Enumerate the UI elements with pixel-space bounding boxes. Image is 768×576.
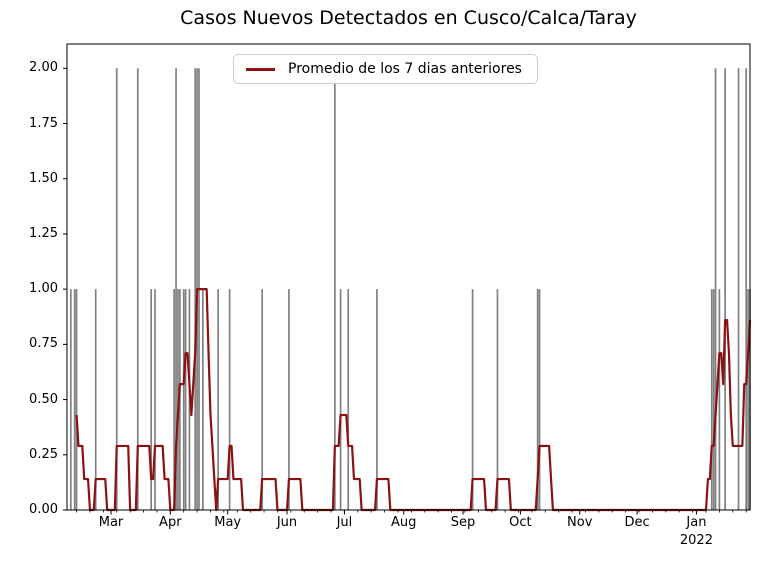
x-tick-label: Oct (509, 515, 532, 530)
legend-line-swatch (246, 67, 275, 71)
y-tick-label: 1.00 (29, 281, 58, 297)
y-tick-label: 1.25 (29, 225, 58, 241)
legend: Promedio de los 7 dias anteriores (233, 54, 538, 84)
x-tick-label: Jul (336, 515, 353, 530)
x-tick-label: Aug (391, 515, 417, 530)
y-tick-label: 0.75 (29, 336, 58, 352)
x-axis-year-label: 2022 (679, 533, 713, 548)
x-tick-label: May (214, 515, 242, 530)
y-tick-label: 1.75 (29, 115, 58, 131)
x-tick-label: Sep (450, 515, 476, 530)
x-tick-label: Apr (159, 515, 182, 530)
legend-label: Promedio de los 7 dias anteriores (288, 61, 522, 77)
x-tick-label: Nov (567, 515, 593, 530)
x-tick-label: Dec (624, 515, 650, 530)
x-tick-label: Jan (686, 515, 707, 530)
axes-frame (66, 43, 751, 511)
x-tick-label: Jun (276, 515, 298, 530)
y-tick-label: 2.00 (29, 60, 58, 76)
y-tick-label: 0.00 (29, 502, 58, 517)
y-tick-label: 1.50 (29, 170, 58, 186)
y-tick-label: 0.25 (29, 446, 58, 462)
x-tick-label: Mar (98, 515, 124, 530)
y-tick-label: 0.50 (29, 391, 58, 407)
chart-title: Casos Nuevos Detectados en Cusco/Calca/T… (180, 7, 637, 29)
